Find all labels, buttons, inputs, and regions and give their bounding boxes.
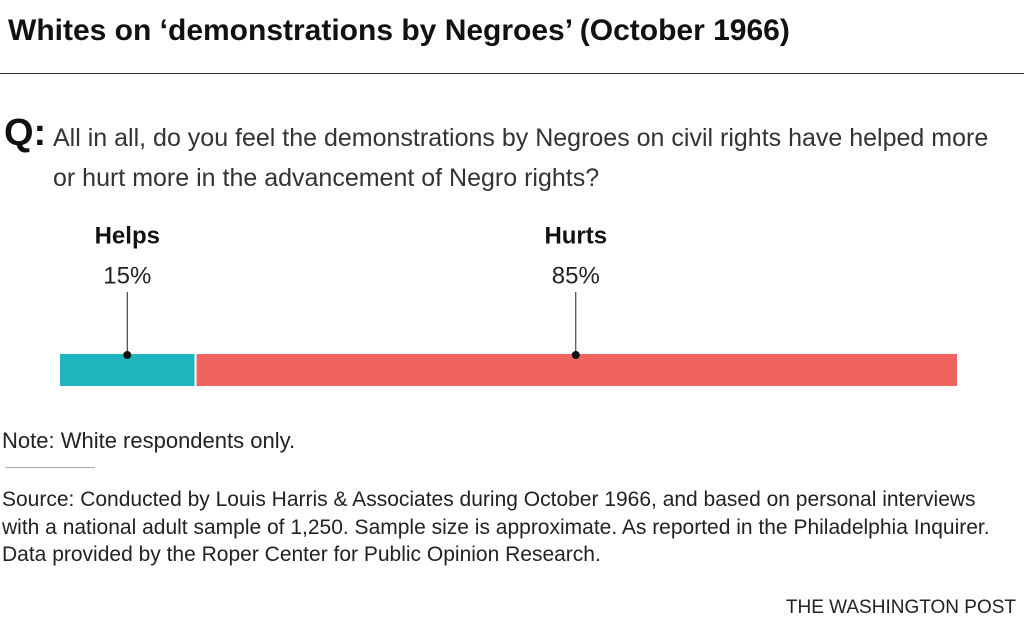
category-label: Hurts <box>544 222 607 249</box>
credit: THE WASHINGTON POST <box>785 597 1016 618</box>
source: Source: Conducted by Louis Harris & Asso… <box>2 488 990 566</box>
title-rule <box>0 73 1024 74</box>
separator <box>5 467 95 468</box>
category-label: Helps <box>95 222 160 249</box>
bar-segment <box>60 354 195 386</box>
value-label: 15% <box>103 262 151 289</box>
question: All in all, do you feel the demonstratio… <box>53 124 989 192</box>
note: Note: White respondents only. <box>2 428 296 453</box>
question-prefix: Q: <box>4 112 47 154</box>
bar-chart: Helps 15% Hurts 85% <box>60 222 958 386</box>
value-label: 85% <box>552 262 600 289</box>
leader-dot <box>571 351 580 359</box>
chart-title: Whites on ‘demonstrations by Negroes’ (O… <box>8 14 790 47</box>
leader-dot <box>123 351 132 359</box>
bar-segment <box>196 354 958 386</box>
